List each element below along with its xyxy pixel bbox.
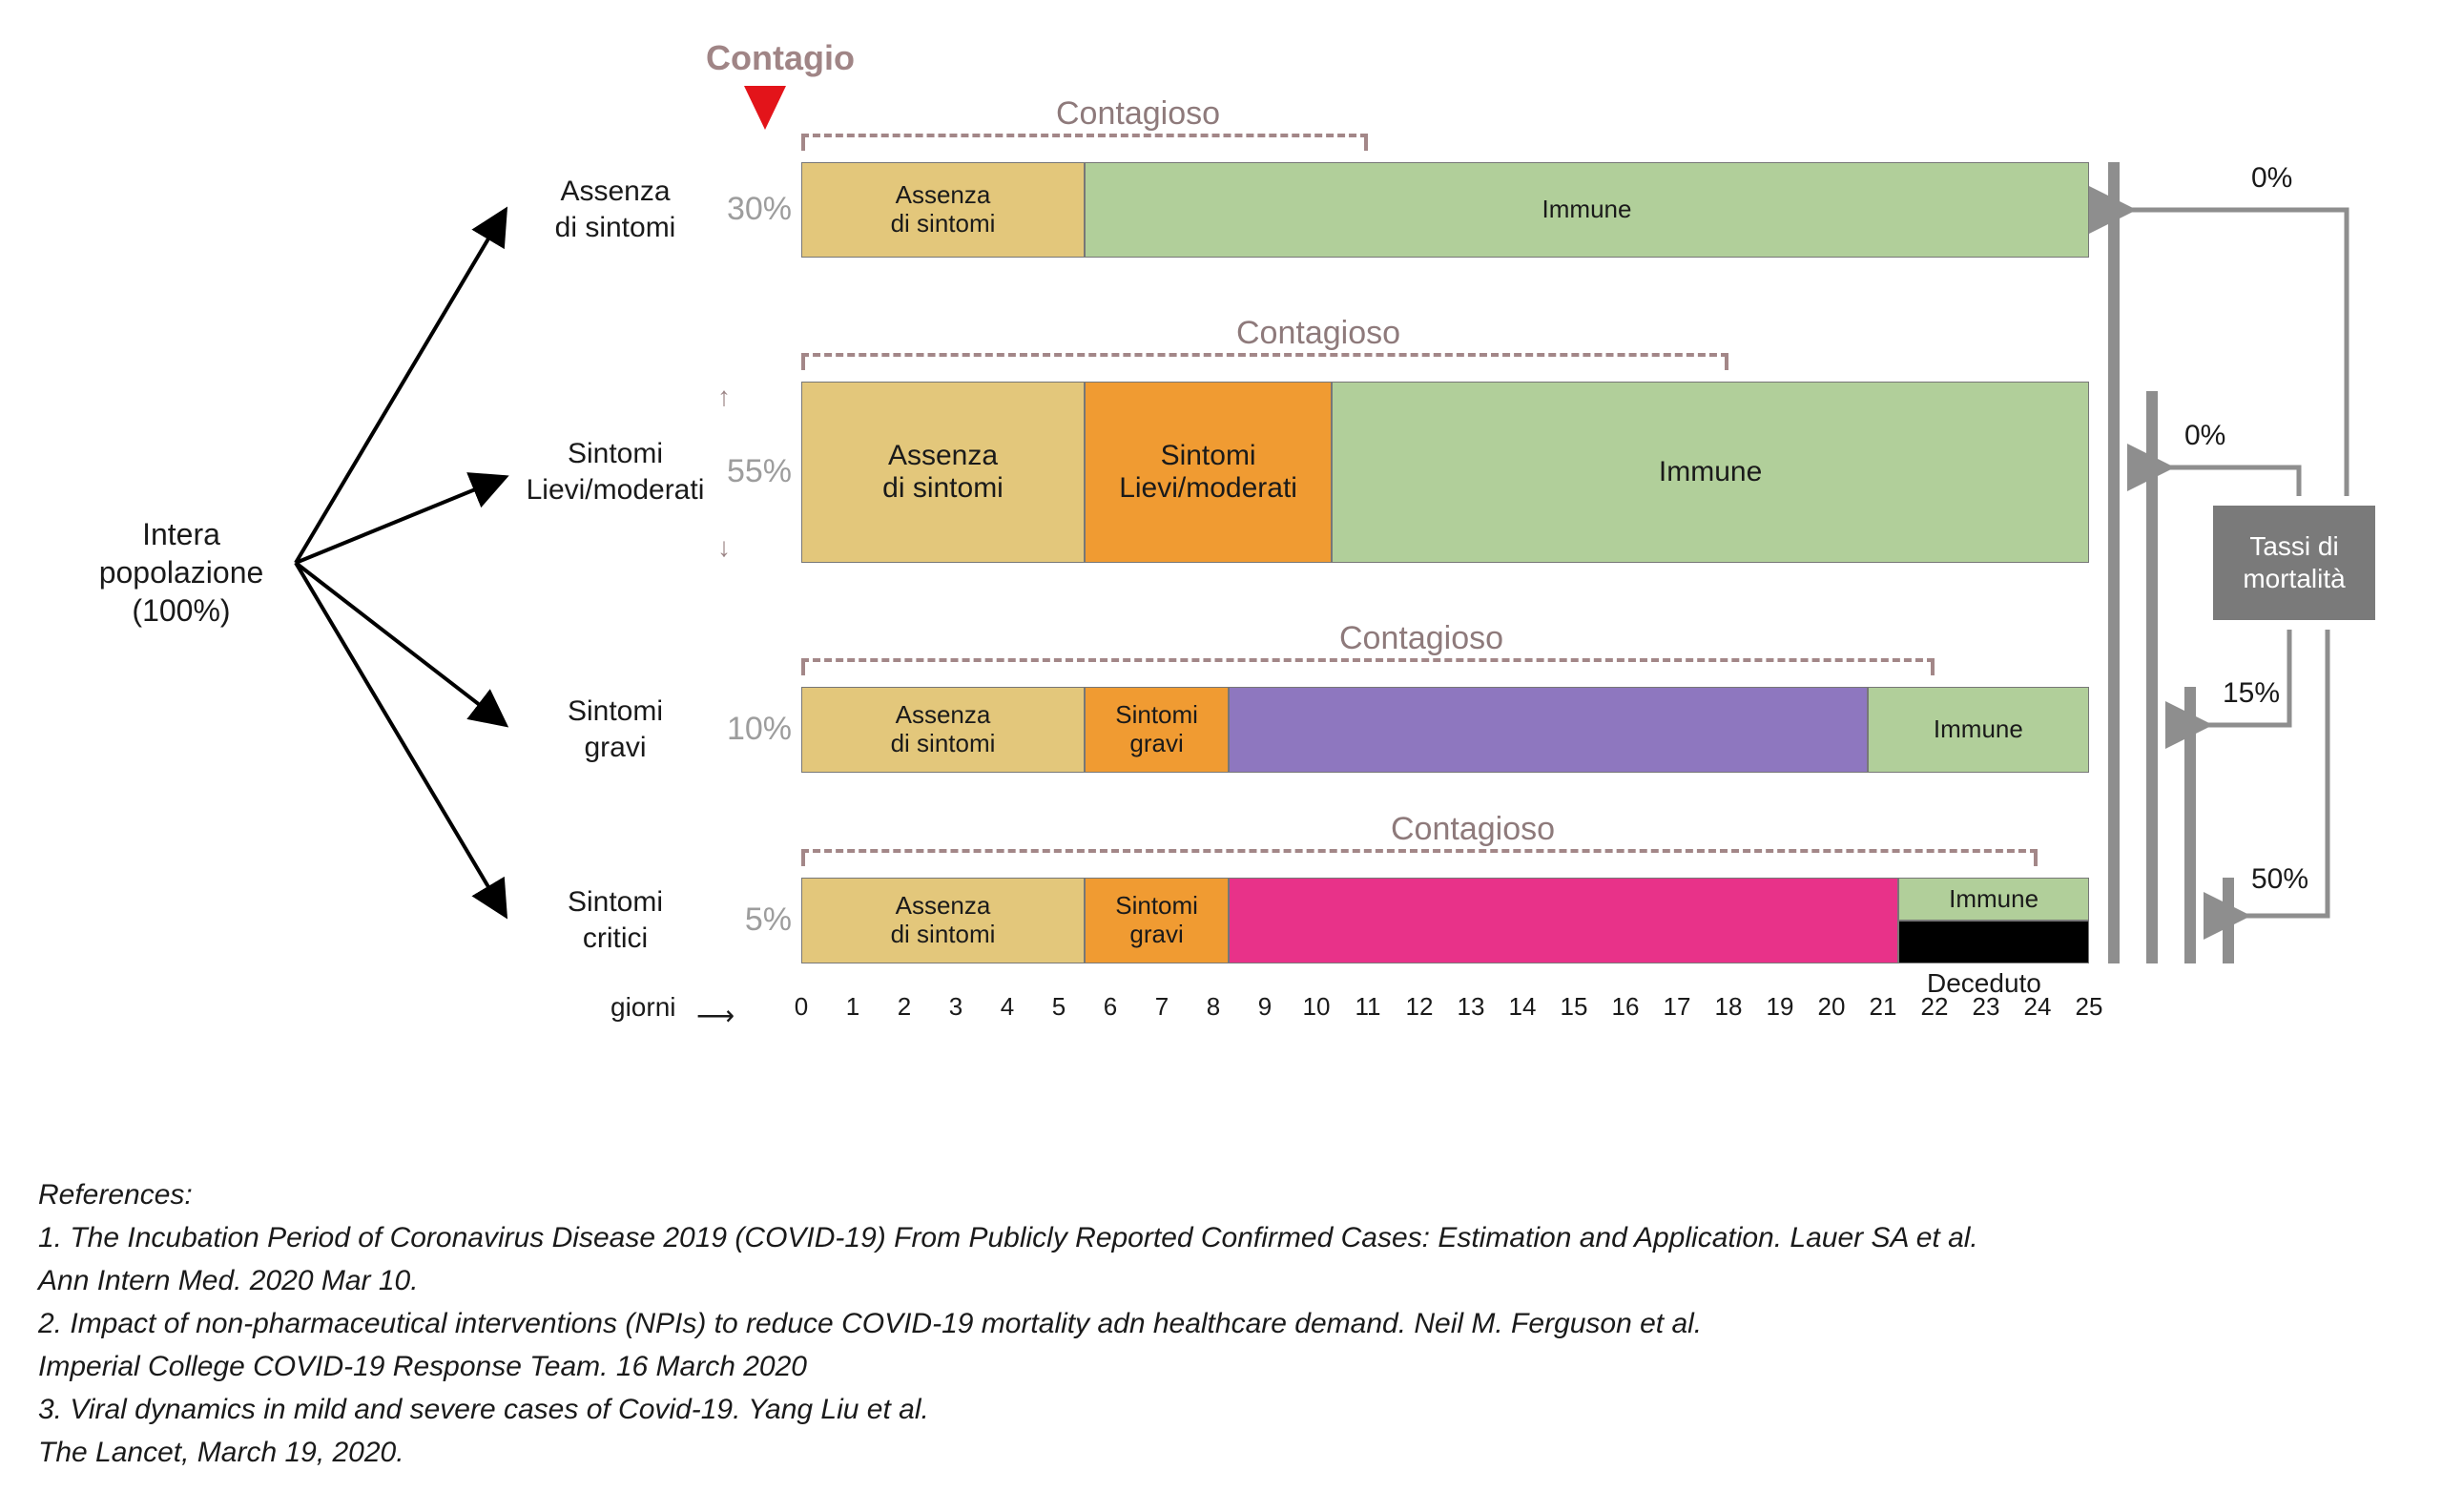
- timeline-segment: Sintomigravi: [1085, 878, 1229, 963]
- contagioso-label: Contagioso: [1391, 811, 1555, 848]
- reference-line: 3. Viral dynamics in mild and severe cas…: [38, 1388, 2232, 1431]
- timeline-segment: Assenzadi sintomi: [801, 687, 1085, 773]
- contagioso-brace: [801, 658, 1935, 662]
- day-tick: 13: [1458, 992, 1485, 1022]
- days-label: giorni: [610, 992, 675, 1023]
- row-segments: Assenzadi sintomiSintomigraviImmune: [801, 878, 2137, 963]
- references-block: References: 1. The Incubation Period of …: [38, 1173, 2232, 1474]
- day-tick: 2: [898, 992, 911, 1022]
- day-tick: 4: [1001, 992, 1014, 1022]
- pop-line2: popolazione: [99, 555, 264, 590]
- contagioso-label: Contagioso: [1236, 315, 1400, 352]
- day-tick: 15: [1561, 992, 1588, 1022]
- row-segments: Assenzadi sintomiImmune: [801, 162, 2137, 258]
- pop-line3: (100%): [132, 593, 230, 628]
- mortality-pct-1: 0%: [2184, 420, 2225, 452]
- row-percent: 30%: [715, 191, 792, 228]
- row-segments: Assenzadi sintomiSintomiLievi/moderatiIm…: [801, 382, 2137, 563]
- timeline-segment: Sintomigravi: [1085, 687, 1229, 773]
- day-tick: 20: [1818, 992, 1846, 1022]
- brace-tick: [1931, 658, 1935, 675]
- timeline-segment: Assenzadi sintomi: [801, 382, 1085, 563]
- mortality-pct-3: 50%: [2251, 863, 2308, 896]
- day-tick: 22: [1921, 992, 1949, 1022]
- timeline-segment: Assenzadi sintomi: [801, 878, 1085, 963]
- day-tick: 14: [1509, 992, 1537, 1022]
- day-tick: 8: [1207, 992, 1220, 1022]
- row-category-label: Sintomigravi: [515, 694, 715, 765]
- day-tick: 24: [2024, 992, 2052, 1022]
- contagioso-brace: [801, 134, 1368, 137]
- row-segments: Assenzadi sintomiSintomigraviImmune: [801, 687, 2137, 773]
- day-tick: 23: [1973, 992, 2000, 1022]
- timeline-segment: [1229, 687, 1868, 773]
- brace-tick: [801, 849, 805, 866]
- contagioso-label: Contagioso: [1339, 620, 1503, 657]
- pop-line1: Intera: [142, 517, 220, 551]
- mortality-pct-0: 0%: [2251, 162, 2292, 195]
- day-tick: 11: [1356, 992, 1381, 1022]
- day-tick: 7: [1155, 992, 1169, 1022]
- day-tick: 0: [795, 992, 808, 1022]
- contagioso-brace: [801, 353, 1728, 357]
- row-category-label: SintomiLievi/moderati: [515, 436, 715, 507]
- disease-timeline-chart: Contagio Intera popolazione (100%) Assen…: [38, 38, 2404, 1135]
- timeline-segment: Assenzadi sintomi: [801, 162, 1085, 258]
- day-tick: 1: [846, 992, 859, 1022]
- reference-line: Imperial College COVID-19 Response Team.…: [38, 1345, 2232, 1388]
- mortality-pct-2: 15%: [2223, 677, 2280, 710]
- timeline-segment: Immune: [1085, 162, 2089, 258]
- day-tick: 17: [1664, 992, 1691, 1022]
- population-label: Intera popolazione (100%): [57, 515, 305, 630]
- contagio-arrow-icon: [744, 86, 786, 130]
- references-title: References:: [38, 1173, 2232, 1216]
- day-tick: 6: [1104, 992, 1117, 1022]
- days-arrow-icon: ⟶: [696, 1000, 735, 1031]
- day-tick: 25: [2076, 992, 2103, 1022]
- brace-tick: [801, 658, 805, 675]
- timeline-segment: [1229, 878, 1898, 963]
- mortality-arrows: [2003, 134, 2404, 992]
- timeline-segment: SintomiLievi/moderati: [1085, 382, 1332, 563]
- brace-tick: [1725, 353, 1728, 370]
- day-tick: 10: [1303, 992, 1331, 1022]
- reference-line: 2. Impact of non-pharmaceutical interven…: [38, 1302, 2232, 1345]
- row-percent: 10%: [715, 711, 792, 748]
- updown-indicator: ↑↓: [710, 382, 738, 563]
- contagioso-brace: [801, 849, 2038, 853]
- reference-line: Ann Intern Med. 2020 Mar 10.: [38, 1259, 2232, 1302]
- day-tick: 18: [1715, 992, 1743, 1022]
- day-tick: 21: [1870, 992, 1897, 1022]
- reference-line: 1. The Incubation Period of Coronavirus …: [38, 1216, 2232, 1259]
- day-tick: 3: [949, 992, 962, 1022]
- day-tick: 12: [1406, 992, 1434, 1022]
- brace-tick: [801, 353, 805, 370]
- day-tick: 16: [1612, 992, 1640, 1022]
- brace-tick: [1364, 134, 1368, 151]
- row-category-label: Sintomicritici: [515, 884, 715, 956]
- day-tick: 5: [1052, 992, 1066, 1022]
- timeline-segment: Immune: [1332, 382, 2089, 563]
- contagio-label: Contagio: [706, 38, 855, 78]
- day-tick: 9: [1258, 992, 1272, 1022]
- row-category-label: Assenzadi sintomi: [515, 174, 715, 245]
- brace-tick: [801, 134, 805, 151]
- reference-line: The Lancet, March 19, 2020.: [38, 1431, 2232, 1474]
- branch-arrows: [286, 134, 534, 992]
- day-tick: 19: [1767, 992, 1794, 1022]
- row-percent: 5%: [715, 901, 792, 939]
- contagioso-label: Contagioso: [1056, 95, 1220, 133]
